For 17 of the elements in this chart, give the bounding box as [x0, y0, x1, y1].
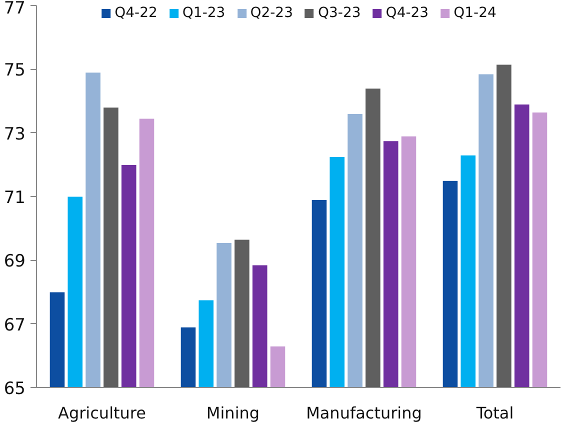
y-tick-label: 73 [4, 124, 26, 144]
legend-label: Q4-22 [114, 5, 158, 21]
legend-label: Q2-23 [250, 5, 293, 21]
x-tick-label: Agriculture [58, 404, 146, 422]
y-tick-label: 77 [4, 0, 26, 18]
x-tick-label: Manufacturing [306, 404, 422, 422]
legend-label: Q1-23 [182, 5, 226, 21]
legend-label: Q4-23 [386, 5, 429, 21]
y-tick-label: 71 [4, 188, 26, 208]
x-tick-label: Total [475, 404, 514, 422]
y-tick-label: 67 [4, 315, 26, 336]
legend-label: Q3-23 [318, 5, 361, 21]
y-tick-label: 69 [4, 252, 26, 272]
y-tick-label: 65 [4, 379, 26, 399]
legend-label: Q1-24 [454, 5, 496, 21]
x-tick-label: Mining [206, 404, 260, 422]
y-tick-label: 75 [4, 60, 26, 81]
